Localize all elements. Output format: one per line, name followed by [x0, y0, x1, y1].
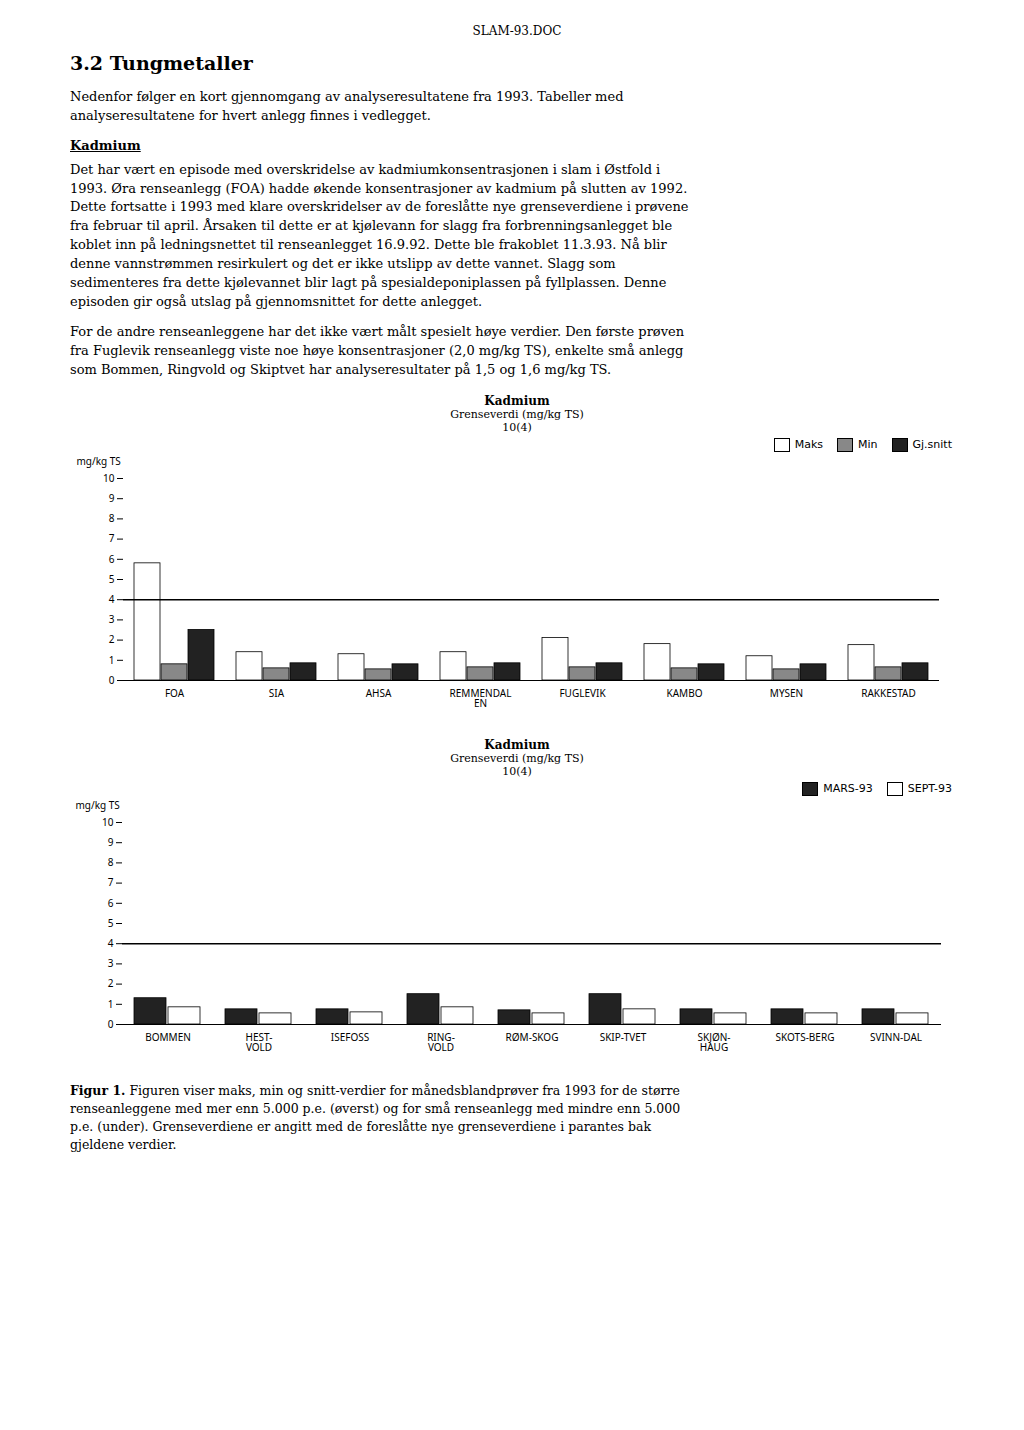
svg-text:0: 0	[109, 673, 115, 687]
html-text:Det har vært en episode med ov: Det har vært en episode med overskridels…	[70, 161, 689, 309]
svg-text:7: 7	[109, 531, 115, 545]
html-text:SLAM-93.DOC: SLAM-93.DOC	[472, 24, 562, 38]
html-text:Kadmium: Kadmium	[484, 738, 550, 752]
svg-text:0: 0	[108, 1017, 114, 1031]
svg-text:SVINN-DAL: SVINN-DAL	[870, 1030, 922, 1044]
svg-text:2: 2	[108, 976, 114, 990]
html-text:Gj.snitt: Gj.snitt	[912, 438, 952, 451]
svg-text:KAMBO: KAMBO	[667, 686, 703, 700]
svg-text:HEST-VOLD: HEST-VOLD	[246, 1030, 273, 1054]
svg-text:1: 1	[109, 652, 115, 666]
svg-text:SKJØN-HAUG: SKJØN-HAUG	[697, 1030, 730, 1054]
html-text:MARS-93: MARS-93	[823, 782, 873, 795]
html-text:Figur 1. Figuren viser maks, m: Figur 1. Figuren viser maks, min og snit…	[70, 1083, 681, 1153]
html-text:Grenseverdi (mg/kg TS): Grenseverdi (mg/kg TS)	[450, 408, 584, 421]
svg-text:RAKKESTAD: RAKKESTAD	[861, 686, 916, 700]
svg-text:3: 3	[108, 956, 114, 970]
svg-text:4: 4	[109, 592, 115, 606]
svg-text:MYSEN: MYSEN	[770, 686, 803, 700]
svg-text:SKOTS-BERG: SKOTS-BERG	[776, 1030, 835, 1044]
svg-text:ISEFOSS: ISEFOSS	[331, 1030, 370, 1044]
html-text:10(4): 10(4)	[502, 765, 532, 778]
svg-text:RØM-SKOG: RØM-SKOG	[506, 1030, 559, 1044]
html-text:Kadmium: Kadmium	[484, 394, 550, 408]
svg-text:8: 8	[108, 855, 114, 869]
svg-text:5: 5	[109, 572, 115, 586]
svg-text:9: 9	[108, 835, 114, 849]
svg-text:REMMENDALEN: REMMENDALEN	[450, 686, 512, 710]
svg-text:8: 8	[109, 511, 115, 525]
svg-text:FUGLEVIK: FUGLEVIK	[559, 686, 606, 700]
svg-text:3: 3	[109, 612, 115, 626]
svg-text:4: 4	[108, 936, 114, 950]
svg-text:AHSA: AHSA	[366, 686, 392, 700]
html-text:3.2 Tungmetaller: 3.2 Tungmetaller	[70, 52, 253, 74]
svg-text:mg/kg TS: mg/kg TS	[77, 454, 122, 468]
html-text:SEPT-93: SEPT-93	[907, 782, 952, 795]
svg-text:BOMMEN: BOMMEN	[145, 1030, 191, 1044]
html-text:Grenseverdi (mg/kg TS): Grenseverdi (mg/kg TS)	[450, 752, 584, 765]
svg-text:5: 5	[108, 916, 114, 930]
html-text:Kadmium: Kadmium	[70, 137, 141, 153]
svg-text:SIA: SIA	[269, 686, 285, 700]
svg-text:7: 7	[108, 875, 114, 889]
svg-text:6: 6	[109, 551, 115, 565]
svg-text:FOA: FOA	[165, 686, 185, 700]
svg-text:6: 6	[108, 895, 114, 909]
html-text:Maks: Maks	[794, 438, 823, 451]
svg-text:mg/kg TS: mg/kg TS	[76, 798, 121, 812]
svg-text:RING-VOLD: RING-VOLD	[427, 1030, 455, 1054]
svg-text:SKIP-TVET: SKIP-TVET	[600, 1030, 647, 1044]
svg-text:9: 9	[109, 491, 115, 505]
svg-text:10: 10	[102, 815, 114, 829]
svg-text:2: 2	[109, 632, 115, 646]
svg-text:1: 1	[108, 996, 114, 1010]
html-text:Nedenfor følger en kort gjenno: Nedenfor følger en kort gjennomgang av a…	[70, 89, 624, 123]
html-text:For de andre renseanleggene ha: For de andre renseanleggene har det ikke…	[70, 324, 685, 378]
svg-text:10: 10	[103, 471, 115, 485]
html-text:10(4): 10(4)	[502, 421, 532, 434]
html-text:Min: Min	[858, 438, 878, 451]
